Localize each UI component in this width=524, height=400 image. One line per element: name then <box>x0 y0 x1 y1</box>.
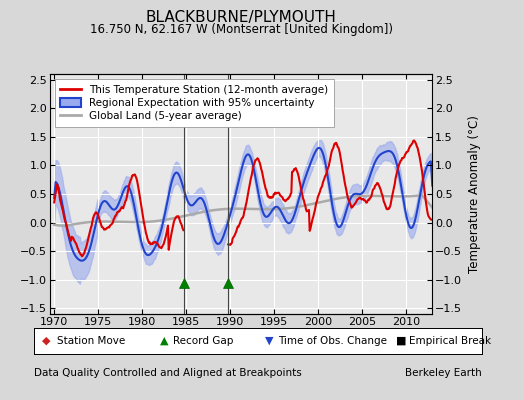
Text: ■: ■ <box>396 336 406 346</box>
Text: 16.750 N, 62.167 W (Montserrat [United Kingdom]): 16.750 N, 62.167 W (Montserrat [United K… <box>90 23 392 36</box>
Text: Berkeley Earth: Berkeley Earth <box>406 368 482 378</box>
Text: ◆: ◆ <box>42 336 50 346</box>
Text: Station Move: Station Move <box>57 336 125 346</box>
Text: Data Quality Controlled and Aligned at Breakpoints: Data Quality Controlled and Aligned at B… <box>34 368 302 378</box>
Text: Record Gap: Record Gap <box>173 336 233 346</box>
Legend: This Temperature Station (12-month average), Regional Expectation with 95% uncer: This Temperature Station (12-month avera… <box>55 79 334 126</box>
Y-axis label: Temperature Anomaly (°C): Temperature Anomaly (°C) <box>467 115 481 273</box>
Text: Time of Obs. Change: Time of Obs. Change <box>278 336 387 346</box>
Text: Empirical Break: Empirical Break <box>409 336 491 346</box>
Text: ▼: ▼ <box>265 336 273 346</box>
Text: ▲: ▲ <box>160 336 168 346</box>
Text: BLACKBURNE/PLYMOUTH: BLACKBURNE/PLYMOUTH <box>146 10 336 25</box>
